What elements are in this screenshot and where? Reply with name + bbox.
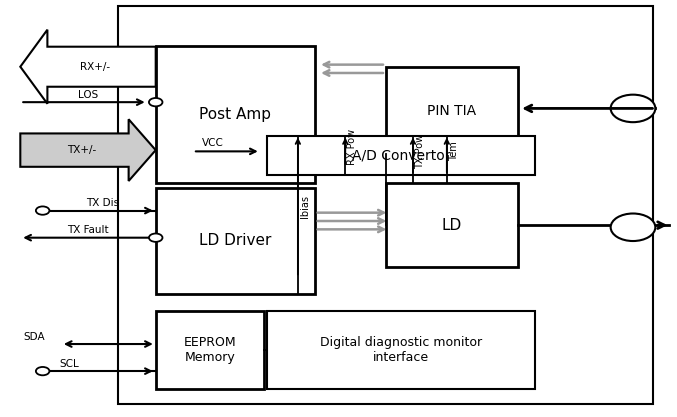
- Circle shape: [611, 95, 655, 122]
- Text: LD Driver: LD Driver: [199, 234, 271, 248]
- FancyBboxPatch shape: [386, 183, 518, 267]
- FancyBboxPatch shape: [267, 136, 535, 175]
- Text: LD: LD: [442, 218, 462, 233]
- Circle shape: [149, 234, 162, 242]
- Text: LOS: LOS: [78, 90, 98, 100]
- Text: VCC: VCC: [202, 138, 224, 148]
- FancyBboxPatch shape: [267, 311, 535, 389]
- FancyBboxPatch shape: [386, 67, 518, 154]
- Text: A/D Convertor: A/D Convertor: [352, 148, 450, 162]
- Text: SDA: SDA: [24, 332, 45, 342]
- FancyBboxPatch shape: [156, 46, 315, 183]
- Text: TX Dis: TX Dis: [86, 198, 119, 208]
- Text: TX+/-: TX+/-: [66, 145, 96, 155]
- Polygon shape: [20, 119, 156, 181]
- Text: PIN TIA: PIN TIA: [427, 103, 477, 118]
- FancyBboxPatch shape: [118, 6, 653, 404]
- Text: Tem: Tem: [449, 141, 458, 161]
- Text: TX Fault: TX Fault: [67, 225, 109, 235]
- Text: Digital diagnostic monitor
interface: Digital diagnostic monitor interface: [320, 336, 482, 364]
- Circle shape: [36, 206, 49, 215]
- FancyBboxPatch shape: [156, 188, 315, 294]
- Text: RX Pow: RX Pow: [347, 129, 357, 165]
- Text: Post Amp: Post Amp: [199, 107, 271, 122]
- Text: TX Pow: TX Pow: [415, 133, 424, 169]
- Circle shape: [611, 214, 655, 241]
- FancyBboxPatch shape: [156, 311, 264, 389]
- Text: Ibias: Ibias: [300, 195, 309, 218]
- Text: SCL: SCL: [60, 359, 79, 369]
- Circle shape: [149, 98, 162, 106]
- Circle shape: [36, 367, 49, 375]
- Text: EEPROM
Memory: EEPROM Memory: [183, 336, 236, 364]
- Polygon shape: [20, 30, 156, 104]
- Text: RX+/-: RX+/-: [80, 62, 110, 72]
